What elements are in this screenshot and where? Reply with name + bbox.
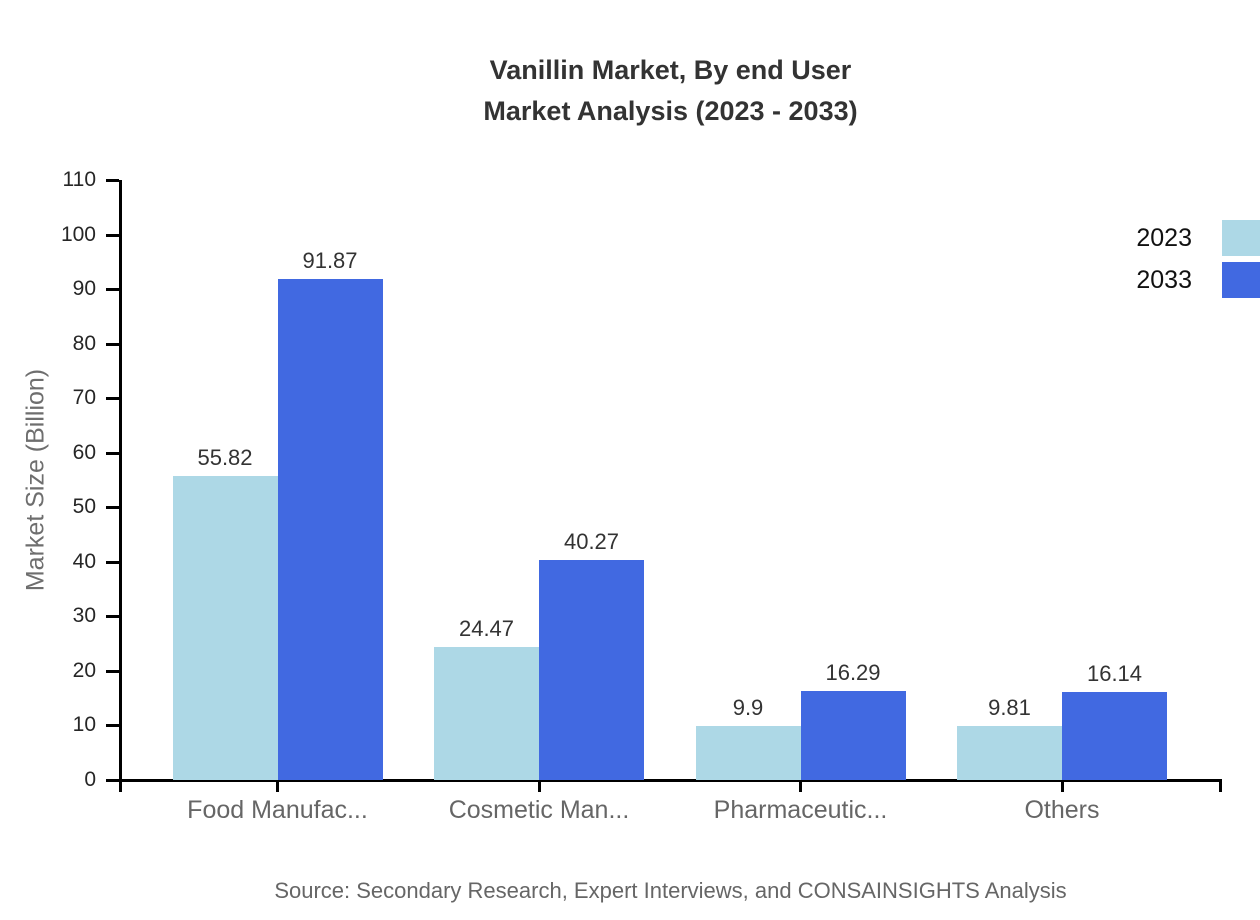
y-tick-label: 70 — [72, 386, 96, 410]
y-tick-label: 0 — [84, 768, 96, 791]
x-category-label: Others — [1024, 796, 1100, 824]
bar-2033-2 — [539, 560, 644, 780]
chart-title: Vanillin Market, By end User Market Anal… — [120, 50, 1221, 132]
bar-2023-2 — [434, 646, 539, 780]
y-axis-line — [119, 180, 122, 792]
y-tick-label: 60 — [72, 440, 96, 464]
legend-row-2023: 2023 — [1136, 220, 1260, 256]
y-tick — [106, 179, 119, 182]
y-tick — [106, 560, 119, 564]
y-tick — [106, 288, 119, 292]
y-tick — [106, 397, 119, 401]
bar-value-label: 9.81 — [988, 695, 1031, 721]
x-category-label: Food Manufac... — [187, 796, 368, 824]
chart-title-line1: Vanillin Market, By end User — [489, 55, 852, 85]
y-tick-label: 110 — [62, 168, 96, 191]
y-tick-label: 100 — [60, 222, 96, 246]
y-tick — [106, 342, 119, 346]
y-tick-label: 30 — [72, 604, 96, 628]
bar-value-label: 9.9 — [732, 695, 764, 720]
y-tick — [106, 233, 119, 237]
bar-2023-3 — [695, 726, 801, 780]
x-tick — [799, 780, 802, 792]
legend: 2023 2033 — [1136, 220, 1260, 298]
bar-value-label: 55.82 — [197, 444, 253, 470]
bar-value-label: 91.87 — [302, 247, 358, 273]
bar-value-label: 16.29 — [825, 660, 881, 686]
bar-2033-4 — [1062, 691, 1167, 780]
x-axis-line — [119, 779, 1222, 782]
bar-value-label: 24.47 — [458, 615, 515, 641]
y-tick — [106, 669, 119, 673]
x-category-label: Pharmaceutic... — [713, 796, 888, 824]
x-axis-end-tick — [1219, 780, 1222, 792]
legend-label-2023: 2023 — [1136, 224, 1192, 252]
x-tick — [276, 780, 279, 792]
legend-swatch-2033 — [1222, 262, 1260, 298]
y-tick — [106, 451, 119, 455]
bar-2023-1 — [172, 475, 278, 780]
x-category-label: Cosmetic Man... — [448, 796, 630, 824]
bar-value-label: 16.14 — [1086, 660, 1143, 686]
source-attribution: Source: Secondary Research, Expert Inter… — [274, 878, 1067, 903]
y-tick — [106, 615, 119, 619]
x-tick — [1060, 780, 1064, 792]
y-tick-label: 10 — [72, 713, 96, 737]
bar-2033-3 — [800, 691, 906, 780]
bar-value-label: 40.27 — [563, 529, 620, 555]
y-tick-label: 80 — [72, 331, 96, 355]
x-tick — [537, 780, 541, 792]
legend-swatch-2023 — [1222, 220, 1260, 256]
y-tick-label: 20 — [72, 658, 96, 682]
y-tick — [106, 779, 119, 782]
bar-2023-4 — [957, 726, 1062, 780]
y-tick-label: 90 — [72, 277, 96, 301]
legend-row-2033: 2033 — [1136, 262, 1260, 298]
y-tick-label: 50 — [72, 495, 96, 519]
y-tick-label: 40 — [72, 549, 96, 573]
bar-2033-1 — [277, 278, 383, 780]
legend-label-2033: 2033 — [1136, 266, 1192, 294]
y-tick — [106, 724, 119, 728]
chart-title-line2: Market Analysis (2023 - 2033) — [483, 96, 858, 126]
y-tick — [106, 506, 119, 510]
